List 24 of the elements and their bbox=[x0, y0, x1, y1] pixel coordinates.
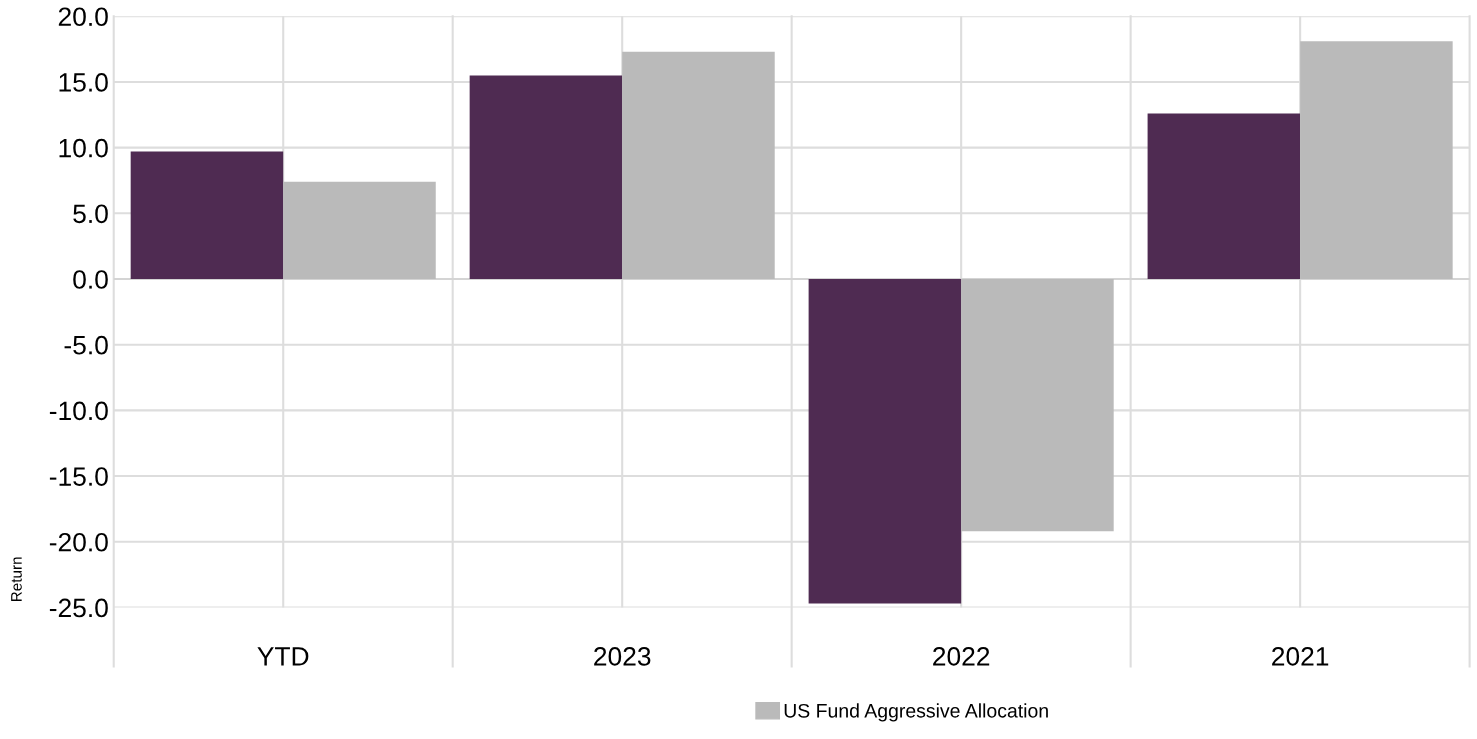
y-tick-label: 0.0 bbox=[73, 270, 108, 289]
bar bbox=[1147, 113, 1301, 280]
bar bbox=[961, 279, 1114, 532]
x-tick-label: 2023 bbox=[594, 647, 651, 666]
bar bbox=[1300, 41, 1453, 280]
x-tick-label: YTD bbox=[257, 647, 309, 666]
y-tick-label: -10.0 bbox=[49, 401, 108, 421]
y-tick-label: 20.0 bbox=[58, 7, 108, 27]
x-tick-label: 2022 bbox=[933, 647, 990, 666]
y-tick-label: 15.0 bbox=[59, 73, 108, 92]
legend-label: US Fund Aggressive Allocation bbox=[784, 703, 1048, 722]
bar bbox=[130, 151, 284, 280]
bar bbox=[808, 279, 962, 604]
y-tick-label: -5.0 bbox=[64, 335, 108, 355]
y-axis-title: Return bbox=[11, 557, 22, 602]
y-tick-label: -15.0 bbox=[49, 467, 108, 486]
y-tick-label: 5.0 bbox=[73, 204, 108, 224]
bar bbox=[469, 75, 623, 280]
y-tick-label: -25.0 bbox=[49, 598, 108, 618]
y-tick-label: -20.0 bbox=[49, 532, 108, 552]
bar bbox=[283, 181, 436, 280]
x-tick-label: 2021 bbox=[1272, 647, 1329, 666]
y-tick-label: 10.0 bbox=[59, 138, 108, 158]
bar bbox=[622, 51, 775, 280]
